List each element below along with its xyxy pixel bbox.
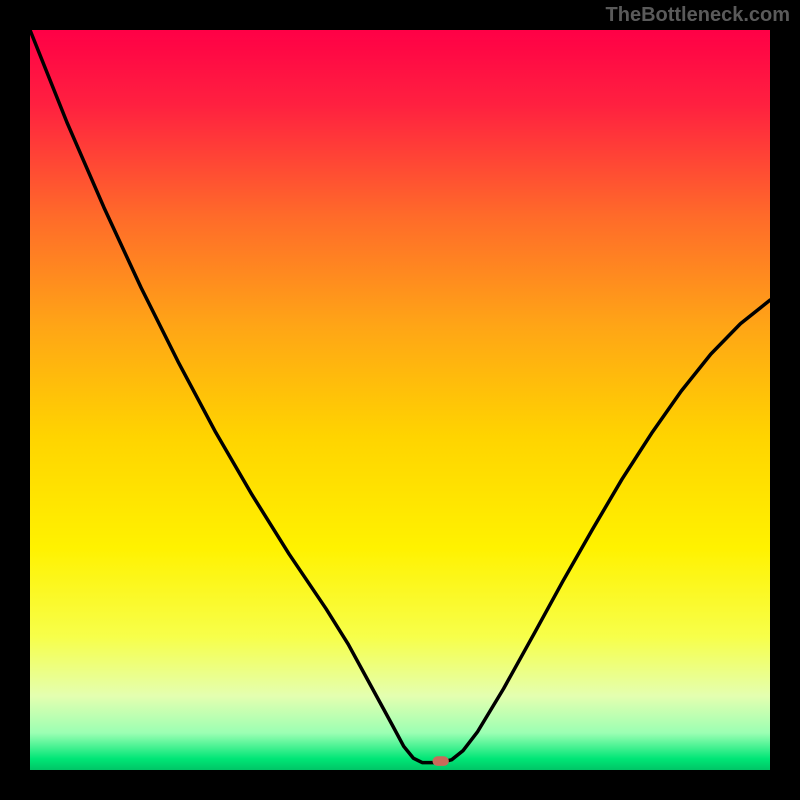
bottleneck-curve — [30, 30, 770, 763]
minimum-marker — [433, 756, 449, 766]
watermark-text: TheBottleneck.com — [606, 4, 790, 27]
chart-container: TheBottleneck.com — [0, 0, 800, 800]
curve-layer — [30, 30, 770, 770]
plot-area — [30, 30, 770, 770]
